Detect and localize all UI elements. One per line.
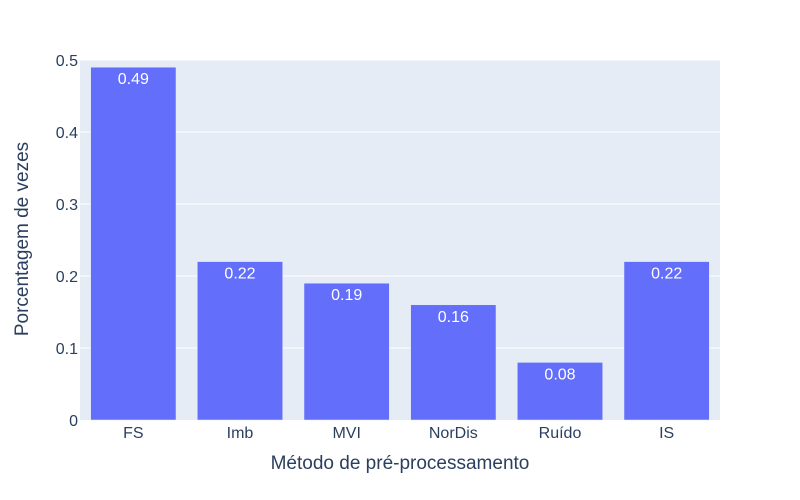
- bars: [90, 66, 710, 421]
- x-tick-label: IS: [659, 425, 674, 442]
- bar-value-label: 0.08: [544, 366, 575, 383]
- bar-value-label: 0.16: [438, 309, 469, 326]
- bar-imb: [197, 261, 283, 421]
- y-tick-label: 0.1: [56, 341, 78, 358]
- bar-nordis: [410, 304, 497, 421]
- x-tick-label: FS: [123, 425, 143, 442]
- y-tick-label: 0: [69, 413, 78, 430]
- y-tick-label: 0.2: [56, 269, 78, 286]
- x-tick-label: Imb: [227, 425, 254, 442]
- bar-is: [623, 261, 710, 421]
- x-axis-title: Método de pré-processamento: [271, 453, 530, 474]
- gridlines: [80, 59, 720, 349]
- y-tick-label: 0.3: [56, 197, 78, 214]
- bar-ru-do: [517, 362, 603, 421]
- bar-fs: [90, 66, 177, 421]
- x-tick-label: MVI: [332, 425, 360, 442]
- y-axis-ticks: 0 0.1 0.2 0.3 0.4 0.5: [56, 53, 78, 430]
- bar-value-label: 0.19: [331, 287, 362, 304]
- bar-value-label: 0.22: [651, 266, 682, 283]
- bar-labels: 0.49 0.22 0.19 0.16 0.08 0.22: [118, 71, 683, 383]
- x-axis-ticks: FS Imb MVI NorDis Ruído IS: [123, 425, 674, 442]
- bar-value-label: 0.22: [224, 266, 255, 283]
- x-tick-label: NorDis: [429, 425, 478, 442]
- bar-value-label: 0.49: [118, 71, 149, 88]
- y-tick-label: 0.5: [56, 53, 78, 70]
- y-tick-label: 0.4: [56, 125, 78, 142]
- plot-area: [80, 60, 720, 420]
- y-axis-title: Porcentagem de vezes: [12, 142, 33, 336]
- x-tick-label: Ruído: [539, 425, 582, 442]
- bar-mvi: [303, 282, 390, 421]
